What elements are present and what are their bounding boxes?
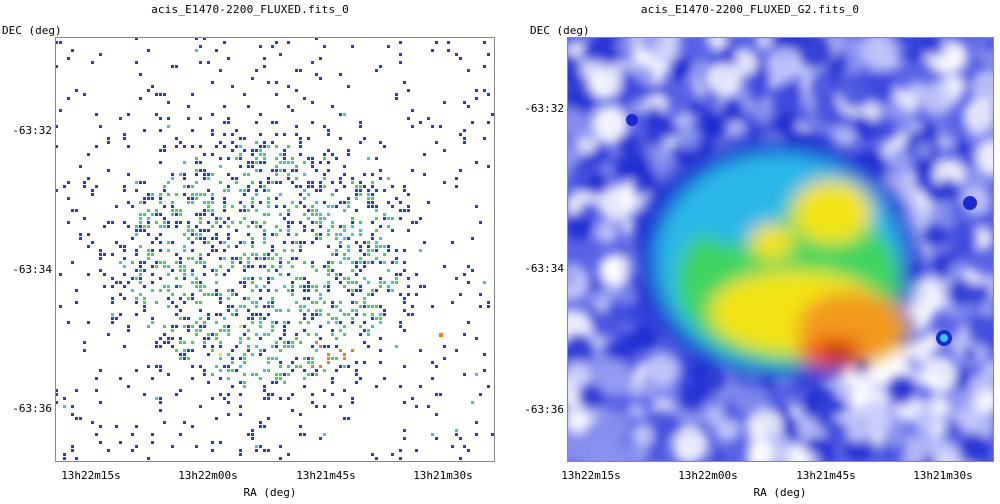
right-ytick-3: -63:36 bbox=[524, 403, 564, 416]
left-xtick-1: 13h22m15s bbox=[61, 469, 121, 482]
left-xtick-2: 13h22m00s bbox=[178, 469, 238, 482]
right-ytick-2: -63:34 bbox=[524, 262, 564, 275]
left-y-axis-label: DEC (deg) bbox=[2, 24, 62, 37]
left-plot-frame bbox=[55, 37, 495, 462]
right-y-axis-label: DEC (deg) bbox=[530, 24, 590, 37]
right-plot-frame bbox=[567, 37, 994, 462]
right-remnant-blob bbox=[633, 134, 917, 384]
right-xtick-4: 13h21m30s bbox=[913, 469, 973, 482]
right-xtick-3: 13h21m45s bbox=[796, 469, 856, 482]
right-ytick-1: -63:32 bbox=[524, 102, 564, 115]
left-image-panel: acis_E1470-2200_FLUXED.fits_0 DEC (deg) … bbox=[2, 3, 495, 499]
right-panel-title: acis_E1470-2200_FLUXED_G2.fits_0 bbox=[640, 3, 860, 16]
left-ytick-1: -63:32 bbox=[12, 124, 52, 137]
right-image-panel: acis_E1470-2200_FLUXED_G2.fits_0 DEC (de… bbox=[500, 0, 1000, 504]
left-ytick-3: -63:36 bbox=[12, 402, 52, 415]
left-ytick-2: -63:34 bbox=[12, 263, 52, 276]
left-pixel-layer bbox=[55, 37, 494, 460]
right-smoothed-image[interactable] bbox=[567, 37, 994, 462]
left-x-axis-label: RA (deg) bbox=[243, 486, 297, 499]
right-point-sources bbox=[626, 114, 977, 346]
right-xtick-1: 13h22m15s bbox=[561, 469, 621, 482]
left-fluxed-image[interactable] bbox=[55, 37, 495, 462]
left-panel-title: acis_E1470-2200_FLUXED.fits_0 bbox=[151, 3, 349, 16]
left-xtick-3: 13h21m45s bbox=[296, 469, 356, 482]
right-x-axis-label: RA (deg) bbox=[753, 486, 807, 499]
right-xtick-2: 13h22m00s bbox=[678, 469, 738, 482]
left-xtick-4: 13h21m30s bbox=[413, 469, 473, 482]
